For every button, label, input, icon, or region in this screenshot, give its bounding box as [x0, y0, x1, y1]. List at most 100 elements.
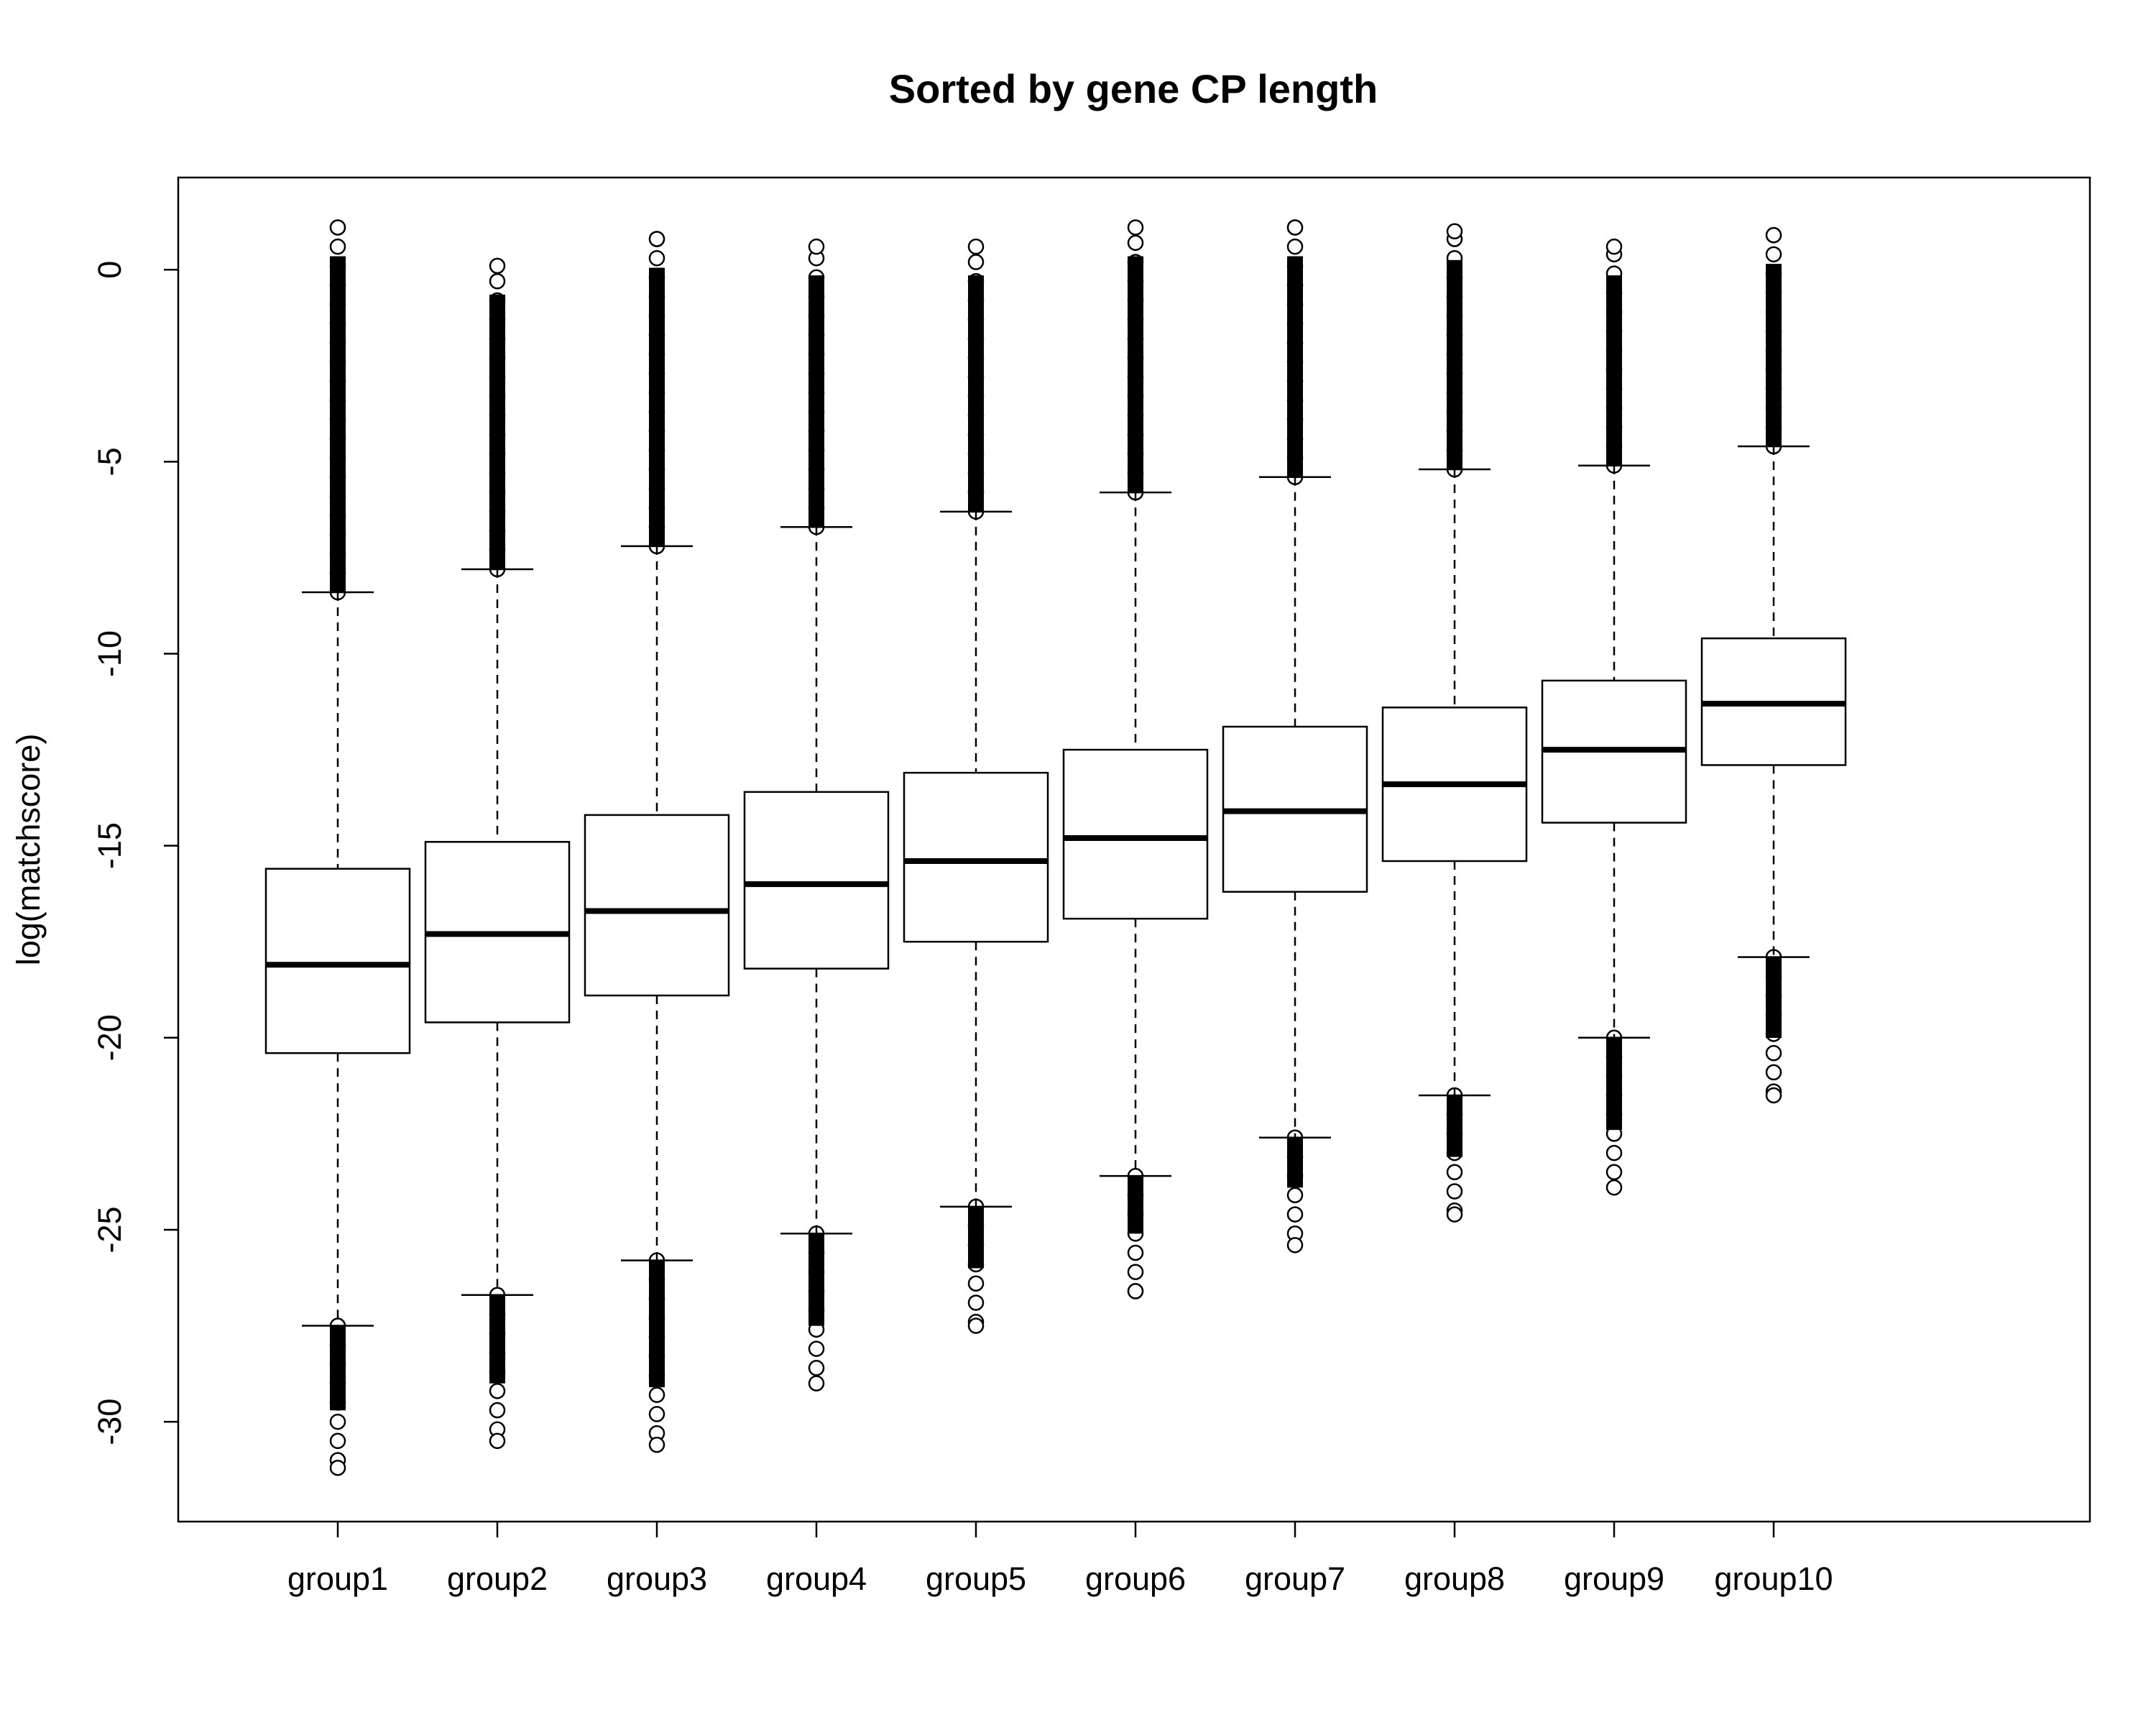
- outlier-point: [648, 461, 665, 478]
- x-tick-label: group1: [287, 1560, 388, 1597]
- outlier-point: [489, 311, 506, 328]
- outlier-point: [967, 465, 985, 482]
- outlier-point: [329, 219, 346, 236]
- outlier-point: [1765, 246, 1782, 263]
- outlier-point: [489, 426, 506, 443]
- outlier-point: [489, 503, 506, 520]
- outlier-point: [1127, 219, 1144, 236]
- outlier-point: [648, 1367, 665, 1384]
- outlier-point: [1286, 392, 1304, 409]
- outlier-point: [967, 254, 985, 270]
- outlier-point: [489, 446, 506, 462]
- box-group5: group5: [903, 238, 1049, 1597]
- outlier-point: [489, 542, 506, 558]
- outlier-point: [1446, 384, 1463, 401]
- outlier-point: [808, 423, 825, 439]
- outlier-point: [489, 408, 506, 424]
- y-tick-label: 0: [91, 261, 128, 279]
- outlier-point: [808, 1360, 825, 1376]
- outlier-point: [1127, 1244, 1144, 1261]
- outlier-point: [1606, 303, 1623, 321]
- outlier-point: [1446, 269, 1463, 286]
- outlier-point: [1606, 1144, 1623, 1162]
- outlier-point: [1765, 1087, 1782, 1104]
- outlier-point: [1127, 1283, 1144, 1300]
- outlier-point: [489, 369, 506, 386]
- box-group8: group8: [1381, 223, 1528, 1597]
- outlier-point: [329, 354, 346, 370]
- outlier-point: [1606, 342, 1623, 359]
- outlier-point: [329, 565, 346, 581]
- outlier-point: [1286, 296, 1304, 313]
- y-tick-label: -15: [91, 822, 128, 869]
- outlier-point: [329, 1413, 346, 1430]
- outlier-point: [329, 1336, 346, 1353]
- outlier-point: [1286, 238, 1304, 255]
- outlier-point: [1446, 442, 1463, 459]
- outlier-point: [808, 500, 825, 516]
- outlier-point: [489, 1383, 506, 1399]
- outlier-point: [489, 484, 506, 501]
- outlier-point: [808, 269, 825, 286]
- outlier-point: [967, 1237, 985, 1254]
- outlier-point: [1286, 1167, 1304, 1184]
- outlier-point: [808, 1264, 825, 1280]
- outlier-point: [648, 326, 665, 344]
- outlier-point: [1127, 1187, 1144, 1204]
- outlier-point: [967, 1294, 985, 1311]
- outlier-point: [1606, 438, 1623, 455]
- outlier-point: [967, 1317, 985, 1334]
- box-group4: group4: [743, 238, 890, 1597]
- outlier-point: [329, 449, 346, 466]
- box-iqr: [743, 791, 890, 970]
- outlier-point: [648, 308, 665, 324]
- outlier-point: [489, 465, 506, 482]
- outlier-point: [808, 442, 825, 459]
- outlier-point: [1765, 342, 1782, 359]
- outlier-point: [1446, 423, 1463, 439]
- outlier-point: [967, 1275, 985, 1292]
- outlier-point: [967, 1218, 985, 1234]
- outlier-point: [1765, 380, 1782, 397]
- outlier-point: [808, 1375, 825, 1392]
- outlier-point: [329, 507, 346, 524]
- y-tick-label: -20: [91, 1014, 128, 1061]
- chart-title: Sorted by gene CP length: [889, 66, 1378, 111]
- outlier-point: [489, 273, 506, 290]
- outlier-point: [1446, 346, 1463, 363]
- outlier-point: [967, 369, 985, 386]
- outlier-point: [648, 1406, 665, 1422]
- y-axis-label: log(matchscore): [10, 734, 47, 966]
- outlier-point: [1286, 257, 1304, 275]
- outlier-point: [489, 331, 506, 347]
- outlier-point: [967, 238, 985, 255]
- outlier-point: [1127, 311, 1144, 328]
- outlier-point: [1446, 288, 1463, 305]
- outlier-point: [329, 469, 346, 485]
- x-tick-label: group8: [1404, 1560, 1505, 1597]
- outlier-point: [1446, 1164, 1463, 1181]
- outlier-point: [967, 331, 985, 347]
- outlier-point: [1127, 273, 1144, 290]
- outlier-point: [648, 1436, 665, 1453]
- outlier-point: [808, 1283, 825, 1300]
- box-iqr: [584, 814, 730, 997]
- outlier-point: [489, 349, 506, 367]
- outlier-point: [1286, 277, 1304, 293]
- outlier-point: [489, 1325, 506, 1342]
- box-iqr: [903, 771, 1049, 943]
- outlier-point: [1127, 254, 1144, 270]
- outlier-point: [1446, 1206, 1463, 1223]
- outlier-point: [1286, 431, 1304, 447]
- outlier-point: [648, 442, 665, 459]
- outlier-point: [329, 431, 346, 447]
- outlier-point: [1127, 331, 1144, 347]
- outlier-point: [1127, 1225, 1144, 1242]
- outlier-point: [808, 238, 825, 255]
- outlier-point: [967, 349, 985, 367]
- box-group10: group10: [1700, 226, 1847, 1597]
- y-tick-label: -5: [91, 447, 128, 476]
- outlier-point: [967, 311, 985, 328]
- outlier-point: [1765, 323, 1782, 339]
- outlier-point: [967, 1256, 985, 1273]
